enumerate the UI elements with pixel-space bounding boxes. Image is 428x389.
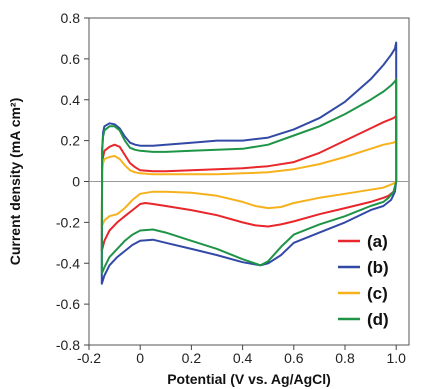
x-tick-label: 0.6: [284, 350, 304, 366]
legend: (a) (b) (c) (d): [338, 232, 389, 329]
y-tick-label: 0.8: [61, 10, 81, 26]
x-axis-title: Potential (V vs. Ag/AgCl): [167, 371, 331, 387]
legend-label: (a): [367, 232, 388, 251]
legend-label: (b): [367, 258, 389, 277]
series-line-d: [100, 78, 398, 275]
x-tick-label: 1.0: [386, 350, 406, 366]
y-tick-label: -0.8: [56, 337, 80, 353]
legend-label: (d): [367, 310, 389, 329]
y-tick-label: 0.4: [61, 92, 81, 108]
y-tick-label: -0.4: [56, 255, 80, 271]
x-tick-label: -0.2: [77, 350, 101, 366]
y-tick-label: -0.6: [56, 296, 80, 312]
x-tick-label: 0.8: [335, 350, 355, 366]
y-tick-label: -0.2: [56, 214, 80, 230]
y-tick-label: 0.2: [61, 133, 81, 149]
x-tick-label: 0.2: [182, 350, 202, 366]
series-layer: [100, 41, 398, 285]
y-axis-ticks: -0.8 -0.6 -0.4 -0.2 0 0.2 0.4 0.6 0.8: [56, 10, 89, 353]
x-tick-label: 0: [136, 350, 144, 366]
y-tick-label: 0.6: [61, 51, 81, 67]
x-axis-ticks: -0.2 0 0.2 0.4 0.6 0.8 1.0: [77, 345, 406, 366]
x-tick-label: 0.4: [233, 350, 253, 366]
y-axis-title: Current density (mA cm²): [7, 98, 23, 266]
y-tick-label: 0: [72, 174, 80, 190]
legend-label: (c): [367, 284, 388, 303]
series-line-b: [100, 41, 398, 285]
